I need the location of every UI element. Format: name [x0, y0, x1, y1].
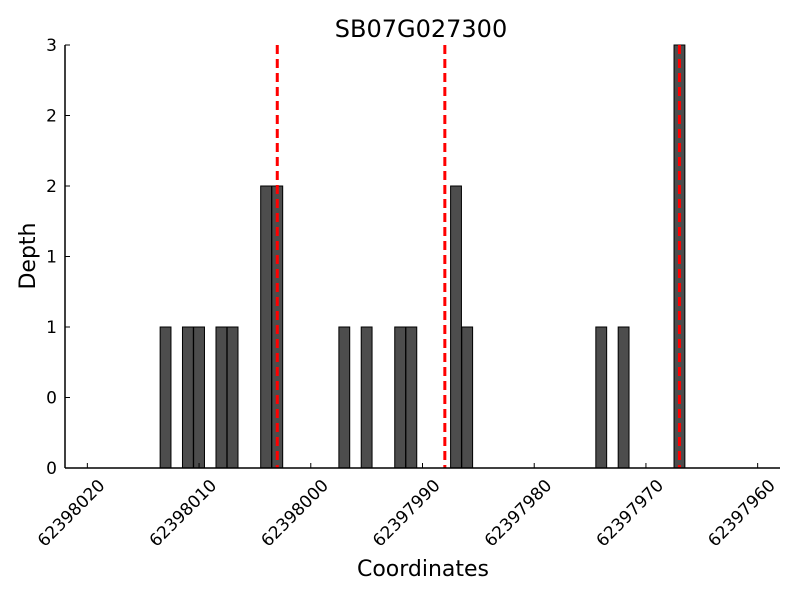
bar-2 — [193, 326, 205, 469]
bar-0 — [159, 326, 172, 469]
y-tick-label-1: 0 — [46, 389, 57, 409]
bar-8 — [360, 326, 373, 469]
bar-9 — [394, 326, 407, 469]
y-tick-label-4: 2 — [46, 177, 57, 197]
y-tick-label-0: 0 — [46, 459, 57, 479]
bar-14 — [617, 326, 630, 469]
bar-3 — [215, 326, 228, 469]
bar-11 — [450, 185, 462, 469]
bar-7 — [338, 326, 351, 469]
bar-10 — [405, 326, 418, 469]
chart-title: SB07G027300 — [335, 15, 507, 43]
y-tick-label-2: 1 — [46, 318, 57, 338]
x-axis-label: Coordinates — [357, 557, 489, 582]
bar-5 — [260, 185, 273, 469]
reference-lines-layer — [275, 45, 681, 468]
bar-1 — [181, 326, 194, 469]
bar-4 — [226, 326, 239, 469]
y-tick-label-5: 2 — [46, 107, 57, 127]
y-tick-label-3: 1 — [46, 248, 57, 268]
y-tick-label-6: 3 — [46, 36, 57, 56]
y-axis-label: Depth — [16, 222, 41, 289]
bar-12 — [461, 326, 474, 469]
bar-13 — [595, 326, 608, 469]
